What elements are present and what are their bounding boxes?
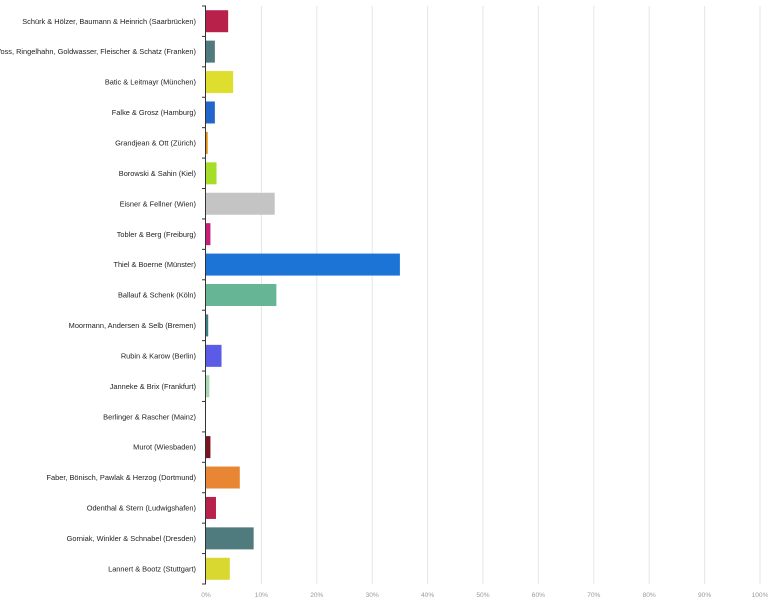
category-label: Berlinger & Rascher (Mainz) <box>103 412 196 421</box>
bar <box>206 71 234 94</box>
bar <box>206 131 208 154</box>
category-label: Gorniak, Winkler & Schnabel (Dresden) <box>67 534 196 543</box>
bar <box>206 527 254 550</box>
category-label: Voss, Ringelhahn, Goldwasser, Fleischer … <box>0 47 196 56</box>
category-label: Rubin & Karow (Berlin) <box>121 351 196 360</box>
category-label: Janneke & Brix (Frankfurt) <box>110 382 196 391</box>
category-label: Tobler & Berg (Freiburg) <box>117 230 196 239</box>
bar <box>206 10 229 33</box>
bars <box>206 10 400 580</box>
category-label: Falke & Grosz (Hamburg) <box>112 108 196 117</box>
x-tick-label: 40% <box>421 592 434 599</box>
category-label: Murot (Wiesbaden) <box>133 443 196 452</box>
x-tick-label: 80% <box>643 592 656 599</box>
bar <box>206 466 240 489</box>
category-label: Odenthal & Stern (Ludwigshafen) <box>87 504 196 513</box>
gridlines <box>260 6 761 584</box>
x-tick-label: 90% <box>698 592 711 599</box>
bar <box>206 284 277 306</box>
category-label: Ballauf & Schenk (Köln) <box>118 291 196 300</box>
category-label: Grandjean & Ott (Zürich) <box>115 138 196 147</box>
bar <box>206 496 216 519</box>
bar <box>206 375 210 398</box>
x-tick-label: 30% <box>366 592 379 599</box>
x-tick-label: 50% <box>476 592 489 599</box>
bar <box>206 101 215 124</box>
bar <box>206 557 230 580</box>
x-tick-label: 10% <box>255 592 268 599</box>
x-tick-label: 60% <box>532 592 545 599</box>
x-tick-label: 20% <box>310 592 323 599</box>
bar <box>206 223 211 246</box>
x-tick-label: 0% <box>201 592 211 599</box>
category-label: Eisner & Fellner (Wien) <box>120 199 196 208</box>
bar <box>206 344 222 367</box>
category-labels: Schürk & Hölzer, Baumann & Heinrich (Saa… <box>0 5 206 585</box>
category-label: Batic & Leitmayr (München) <box>105 78 196 87</box>
bar <box>206 40 215 63</box>
category-label: Thiel & Boerne (Münster) <box>113 260 196 269</box>
bar <box>206 314 209 337</box>
bar <box>206 436 211 459</box>
category-label: Borowski & Sahin (Kiel) <box>119 169 196 178</box>
category-label: Lannert & Bootz (Stuttgart) <box>108 564 196 573</box>
category-label: Faber, Bönisch, Pawlak & Herzog (Dortmun… <box>46 473 196 482</box>
bar <box>206 253 400 276</box>
category-label: Schürk & Hölzer, Baumann & Heinrich (Saa… <box>22 17 196 26</box>
x-tick-label: 70% <box>587 592 600 599</box>
x-tick-label: 100% <box>752 592 768 599</box>
x-axis-ticks: 0% 10% 20% 30% 40% 50% 60% 70% 80% 90% 100% <box>201 592 768 599</box>
category-label: Moormann, Andersen & Selb (Bremen) <box>69 321 196 330</box>
bar <box>206 162 217 185</box>
bar <box>206 192 275 215</box>
